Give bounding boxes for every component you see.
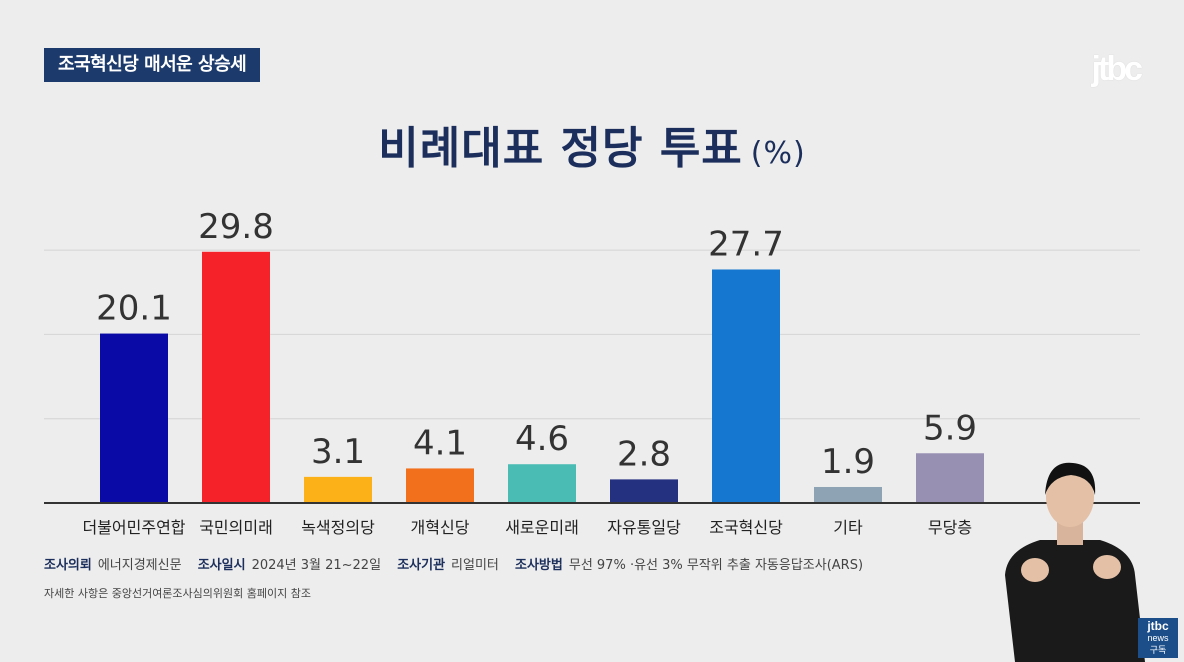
category-label-4: 새로운미래 (505, 518, 579, 537)
footnote: 자세한 사항은 중앙선거여론조사심의위원회 홈페이지 참조 (44, 587, 311, 600)
bar-5 (610, 479, 678, 503)
footer-value: 2024년 3월 21~22일 (251, 558, 382, 573)
category-label-7: 기타 (833, 518, 863, 537)
jtbc-logo: jtbc (1091, 50, 1143, 88)
footer-key: 조사의뢰 (44, 558, 92, 573)
bar-6 (712, 269, 780, 503)
badge-subscribe: 구독 (1149, 645, 1167, 655)
value-label-8: 5.9 (923, 408, 977, 448)
bar-4 (508, 464, 576, 503)
headline-banner: 조국혁신당 매서운 상승세 (44, 48, 261, 82)
value-label-4: 4.6 (515, 419, 569, 459)
bar-0 (100, 333, 168, 503)
value-label-2: 3.1 (311, 432, 365, 472)
category-label-5: 자유통일당 (607, 518, 681, 537)
badge-news: news (1147, 633, 1169, 643)
footer-value: 리얼미터 (451, 558, 499, 573)
value-label-3: 4.1 (413, 423, 467, 463)
chart-title-text: 비례대표 정당 투표 (378, 123, 743, 174)
bar-7 (814, 486, 882, 503)
footer-key: 조사기관 (397, 558, 446, 573)
value-label-0: 20.1 (96, 289, 172, 329)
category-label-2: 녹색정의당 (301, 518, 375, 537)
value-label-6: 27.7 (708, 224, 784, 264)
category-label-0: 더불어민주연합 (82, 518, 185, 537)
category-label-1: 국민의미래 (199, 518, 273, 537)
footer-value: 에너지경제신문 (97, 558, 182, 573)
chart-unit: (%) (750, 136, 806, 171)
category-label-8: 무당층 (928, 518, 972, 537)
footer-key: 조사방법 (515, 558, 563, 573)
subscribe-badge[interactable]: jtbc news 구독 (1138, 618, 1178, 658)
bar-1 (202, 251, 270, 503)
sign-language-interpreter (1005, 462, 1145, 662)
bar-3 (406, 468, 474, 503)
category-label-6: 조국혁신당 (709, 518, 783, 537)
value-label-1: 29.8 (198, 207, 274, 247)
bar-8 (916, 453, 984, 503)
category-label-3: 개혁신당 (411, 518, 470, 537)
chart-title: 비례대표 정당 투표 (%) (0, 112, 1184, 176)
value-label-5: 2.8 (617, 434, 671, 474)
bar-2 (304, 476, 372, 503)
survey-info: 조사의뢰 에너지경제신문 조사일시 2024년 3월 21~22일 조사기관 리얼미터… (44, 554, 875, 573)
value-label-7: 1.9 (821, 442, 875, 482)
footer-key: 조사일시 (197, 558, 246, 573)
badge-logo: jtbc (1147, 619, 1169, 633)
footer-value: 무선 97% ·유선 3% 무작위 추출 자동응답조사(ARS) (568, 558, 864, 573)
